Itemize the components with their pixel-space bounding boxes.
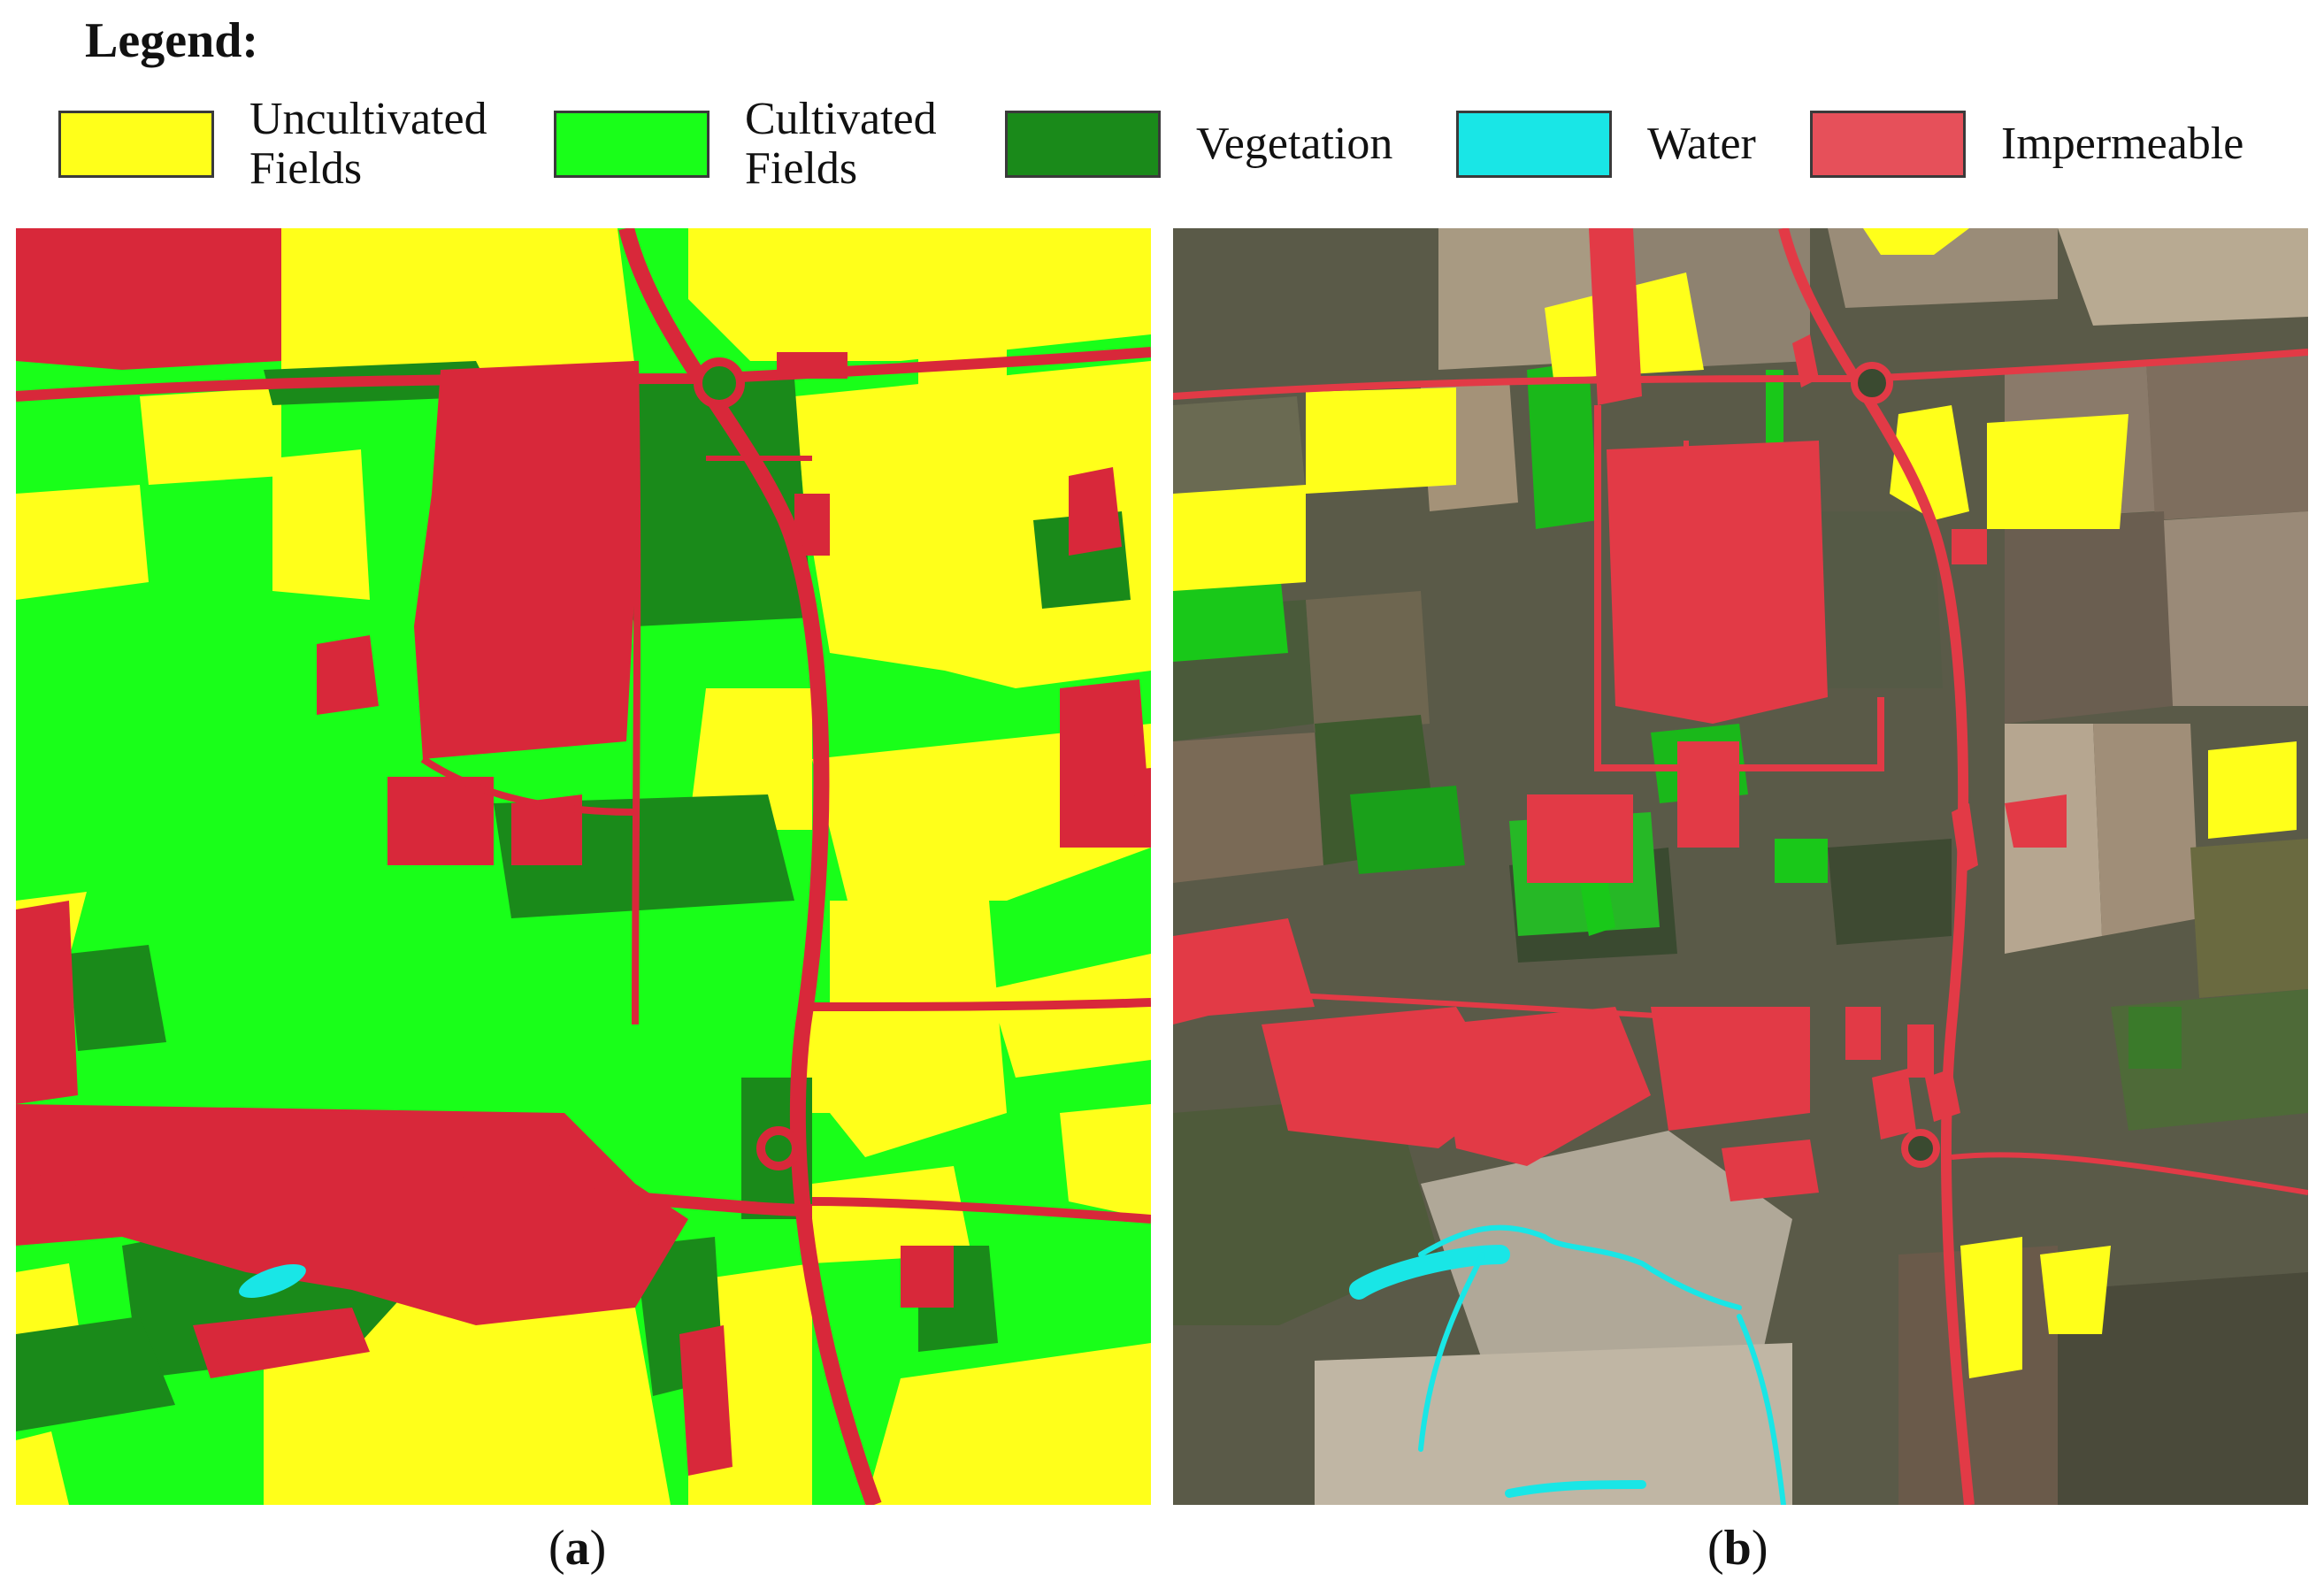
legend-item-cultivated-fields: Cultivated Fields	[554, 95, 937, 194]
overlay-roundabouts	[1851, 362, 1940, 1168]
classification-map-panel	[16, 228, 1151, 1505]
legend-label-impermeable: Impermeable	[2001, 119, 2244, 169]
legend-item-uncultivated-fields: Uncultivated Fields	[58, 95, 487, 194]
legend-swatch-cultivated	[554, 111, 709, 178]
legend-label-water: Water	[1647, 119, 1756, 169]
caption-b: (b)	[1707, 1521, 1768, 1576]
legend-swatch-water	[1456, 111, 1612, 178]
satellite-overlay-map	[1173, 228, 2308, 1505]
legend-item-vegetation: Vegetation	[1005, 104, 1392, 184]
legend: Uncultivated Fields Cultivated Fields Ve…	[58, 95, 2270, 194]
legend-item-water: Water	[1456, 104, 1756, 184]
legend-label-uncultivated: Uncultivated Fields	[249, 94, 487, 194]
legend-swatch-vegetation	[1005, 111, 1161, 178]
overlay-uncultivated	[1173, 228, 2297, 1378]
overlay-water	[1349, 1224, 1786, 1505]
satellite-overlay-panel	[1173, 228, 2308, 1505]
caption-a: (a)	[548, 1521, 607, 1576]
legend-title: Legend:	[85, 13, 258, 68]
water-areas	[239, 1264, 306, 1298]
legend-label-cultivated: Cultivated Fields	[745, 94, 937, 194]
satellite-field-parcels	[1173, 228, 2308, 1505]
legend-label-vegetation: Vegetation	[1196, 119, 1393, 169]
impermeable-areas	[16, 228, 1151, 1476]
legend-swatch-impermeable	[1810, 111, 1966, 178]
roundabouts	[694, 357, 801, 1170]
legend-swatch-uncultivated	[58, 111, 214, 178]
legend-item-impermeable: Impermeable	[1810, 104, 2243, 184]
classification-map	[16, 228, 1151, 1505]
